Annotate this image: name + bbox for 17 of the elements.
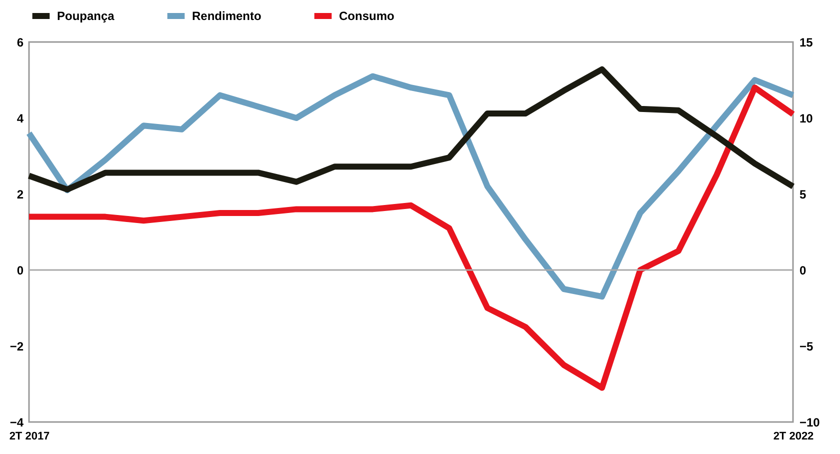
y2-tick-label: 10 [800,112,814,126]
y-tick-label: 2 [16,188,24,202]
y2-tick-label: 15 [800,36,814,50]
y2-tick-label: −5 [800,340,814,354]
y-tick-label: 6 [16,36,24,50]
y-tick-label: −4 [10,416,24,430]
y2-tick-label: 0 [800,264,806,278]
y-tick-label: 0 [16,264,24,278]
y2-tick-label: −10 [800,416,820,430]
y-tick-label: 4 [16,112,24,126]
x-tick-label: 2T 2017 [9,430,50,442]
y2-tick-label: 5 [800,188,806,202]
legend-label: Rendimento [192,9,262,23]
legend-label: Poupança [57,9,115,23]
x-tick-label: 2T 2022 [773,430,814,442]
legend-label: Consumo [339,9,394,23]
y-tick-label: −2 [10,340,24,354]
